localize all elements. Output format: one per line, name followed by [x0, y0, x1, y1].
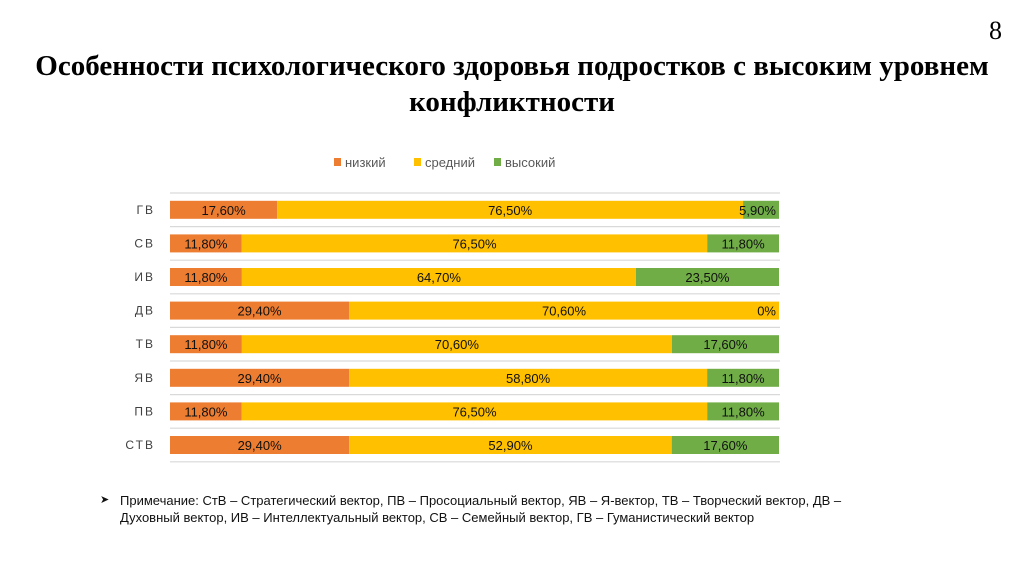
category-label: СТВ [125, 438, 155, 452]
category-label: ГВ [136, 203, 155, 217]
note: ➤ Примечание: СтВ – Стратегический векто… [100, 492, 860, 526]
data-label: 11,80% [184, 236, 228, 251]
bar-segment-средний [277, 200, 744, 219]
legend-label-2: высокий [505, 155, 555, 170]
data-label: 17,60% [703, 438, 748, 453]
data-label: 64,70% [417, 270, 462, 285]
data-label: 11,80% [184, 404, 228, 419]
data-label: 23,50% [685, 270, 730, 285]
data-label: 70,60% [542, 304, 587, 319]
legend-swatch-0 [334, 158, 341, 166]
data-label: 29,40% [238, 438, 283, 453]
data-label: 11,80% [184, 337, 228, 352]
data-label: 5,90% [739, 203, 776, 218]
slide-title: Особенности психологического здоровья по… [0, 48, 1024, 120]
data-label: 11,80% [722, 236, 766, 251]
bar-segment-средний [349, 368, 708, 387]
data-label: 76,50% [452, 236, 497, 251]
bar-segment-средний [241, 268, 636, 286]
legend-swatch-2 [494, 158, 501, 166]
data-label: 52,90% [488, 438, 533, 453]
legend-swatch-1 [414, 158, 421, 166]
category-label: ЯВ [134, 371, 155, 385]
bar-segment-низкий [170, 436, 350, 454]
bar-segment-средний [241, 335, 672, 354]
bar-segment-высокий [671, 335, 779, 354]
bar-segment-высокий [743, 200, 779, 219]
bar-segment-низкий [170, 301, 350, 320]
category-label: ДВ [135, 304, 155, 318]
page-number: 8 [989, 16, 1002, 45]
category-label: ТВ [136, 337, 155, 351]
arrow-bullet-icon: ➤ [100, 494, 110, 506]
category-label: ИВ [134, 270, 155, 284]
legend-label-0: низкий [345, 155, 386, 170]
bar-segment-низкий [170, 200, 278, 219]
data-label: 29,40% [237, 371, 282, 386]
data-label: 17,60% [202, 203, 247, 218]
data-label: 29,40% [237, 304, 282, 319]
bar-segment-высокий [635, 268, 779, 286]
data-label: 0% [757, 304, 776, 319]
bar-segment-средний [349, 301, 779, 320]
bar-segment-высокий [671, 436, 779, 454]
bar-segment-средний [241, 234, 708, 253]
slide-title-text: Особенности психологического здоровья по… [35, 50, 989, 118]
category-label: ПВ [134, 404, 155, 418]
bar-segment-низкий [170, 402, 242, 421]
bar-segment-высокий [707, 368, 779, 387]
legend-label-1: средний [425, 155, 475, 170]
bar-segment-низкий [170, 268, 242, 286]
bar-segment-низкий [170, 335, 242, 354]
category-label: СВ [134, 236, 155, 250]
data-label: 76,50% [488, 203, 533, 218]
data-label: 58,80% [506, 371, 551, 386]
bar-segment-средний [241, 402, 708, 421]
data-label: 11,80% [722, 404, 766, 419]
data-label: 11,80% [184, 270, 228, 285]
note-text: Примечание: СтВ – Стратегический вектор,… [120, 493, 842, 525]
bar-segment-средний [349, 436, 672, 454]
data-label: 76,50% [452, 404, 497, 419]
bar-segment-низкий [170, 234, 242, 253]
bar-segment-низкий [170, 368, 350, 387]
data-label: 11,80% [721, 371, 765, 386]
bar-segment-высокий [707, 402, 779, 421]
data-label: 70,60% [435, 337, 480, 352]
data-label: 17,60% [703, 337, 748, 352]
bar-segment-высокий [707, 234, 779, 253]
